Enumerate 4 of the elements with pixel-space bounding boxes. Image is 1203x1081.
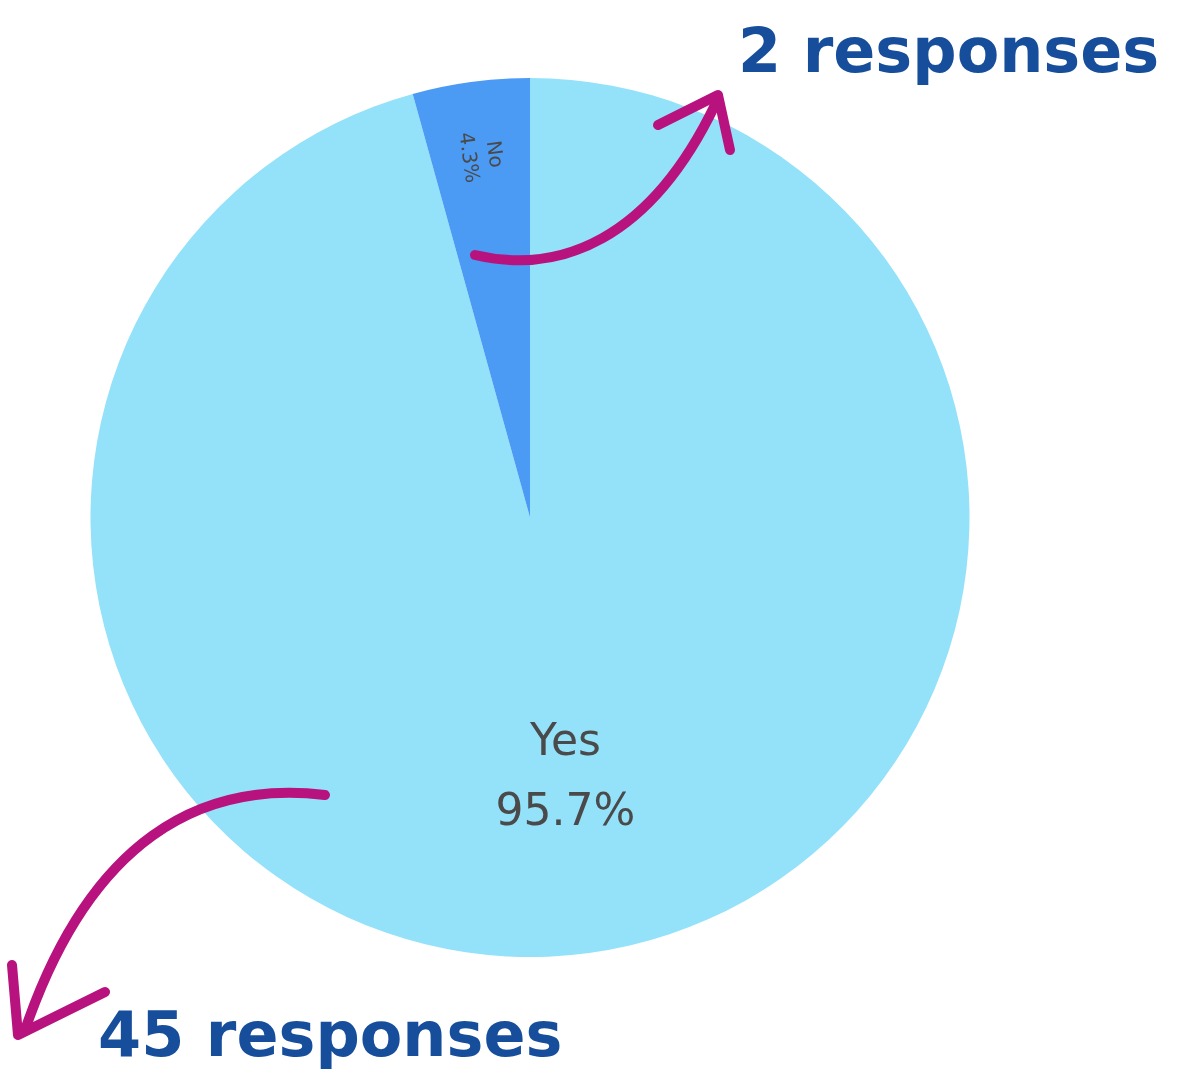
slice-label: Yes <box>529 714 602 766</box>
data-label: 95.7% <box>495 784 636 836</box>
text: 45 responses <box>98 998 563 1071</box>
text: 2 responses <box>738 14 1160 87</box>
